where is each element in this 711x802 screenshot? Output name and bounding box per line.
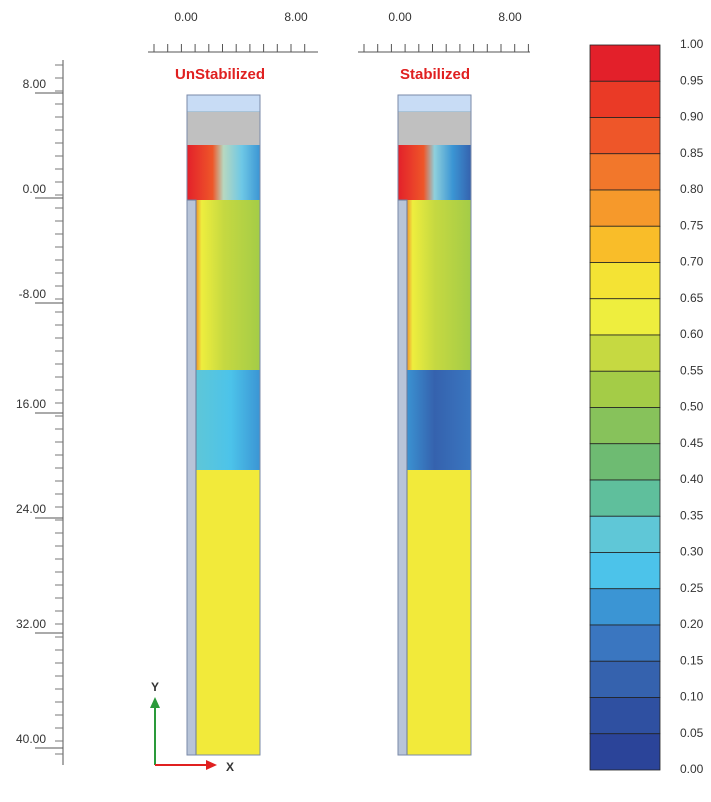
contour [187,470,260,755]
colorbar-segment [589,225,661,263]
top-axis-label: 0.00 [388,10,412,24]
axis-y-label: Y [151,680,159,694]
colorbar-label: 0.00 [680,762,704,776]
left-axis-label: 8.00 [23,77,47,91]
colorbar-label: 0.55 [680,363,704,377]
contour [398,470,471,755]
panel-title: UnStabilized [175,66,265,83]
column [397,94,472,756]
colorbar-label: 1.00 [680,37,704,51]
pavement [398,112,471,145]
left-axis-label: -8.00 [19,287,47,301]
outline [186,94,261,756]
colorbar-segment [589,515,661,553]
colorbar-segment [589,44,661,82]
contour [398,145,471,200]
contour [187,370,260,470]
colorbar-segment [589,298,661,336]
colorbar-label: 0.75 [680,218,704,232]
contour-columns [186,94,472,756]
colorbar-segment [589,117,661,155]
colorbar-segment [589,443,661,481]
top-axis-label: 8.00 [498,10,522,24]
column [186,94,261,756]
pavement [187,112,260,145]
left-axis-label: 40.00 [16,732,46,746]
axis-x-label: X [226,760,234,774]
contour [187,200,260,370]
wall [397,199,408,756]
colorbar-label: 0.80 [680,182,704,196]
colorbar-label: 0.90 [680,110,704,124]
colorbar-label: 0.30 [680,545,704,559]
load-strip [397,94,472,113]
colorbar-label: 0.10 [680,690,704,704]
left-axis-label: 24.00 [16,502,46,516]
colorbar-segment [589,153,661,191]
load-strip [186,94,261,113]
top-axis-label: 8.00 [284,10,308,24]
colorbar-label: 0.15 [680,653,704,667]
left-axis-label: 32.00 [16,617,46,631]
top-axis-label: 0.00 [174,10,198,24]
contour [398,200,471,370]
colorbar-label: 0.25 [680,581,704,595]
colorbar-label: 0.40 [680,472,704,486]
colorbar-segment [589,479,661,517]
colorbar-segment [589,588,661,626]
colorbar-segment [589,552,661,590]
colorbar-label: 0.05 [680,726,704,740]
colorbar-label: 0.35 [680,508,704,522]
colorbar-segment [589,80,661,118]
contour [187,145,260,200]
left-axis-label: 0.00 [23,182,47,196]
x-arrowhead [206,760,217,770]
colorbar-label: 0.85 [680,146,704,160]
colorbar-segment [589,660,661,698]
left-axis-label: 16.00 [16,397,46,411]
colorbar-segment [589,624,661,662]
colorbar-label: 0.50 [680,400,704,414]
outline [397,94,472,756]
colorbar-segment [589,697,661,735]
colorbar-segment [589,733,661,771]
colorbar-segment [589,407,661,445]
colorbar-label: 0.70 [680,255,704,269]
colorbar-segment [589,370,661,408]
colorbar-label: 0.45 [680,436,704,450]
colorbar-label: 0.20 [680,617,704,631]
wall [186,199,197,756]
colorbar-label: 0.60 [680,327,704,341]
colorbar-segment [589,334,661,372]
panel-title: Stabilized [400,66,470,83]
colorbar-segment [589,189,661,227]
contour [398,370,471,470]
colorbar-label: 0.65 [680,291,704,305]
colorbar-label: 0.95 [680,73,704,87]
y-arrowhead [150,697,160,708]
colorbar-segment [589,262,661,300]
